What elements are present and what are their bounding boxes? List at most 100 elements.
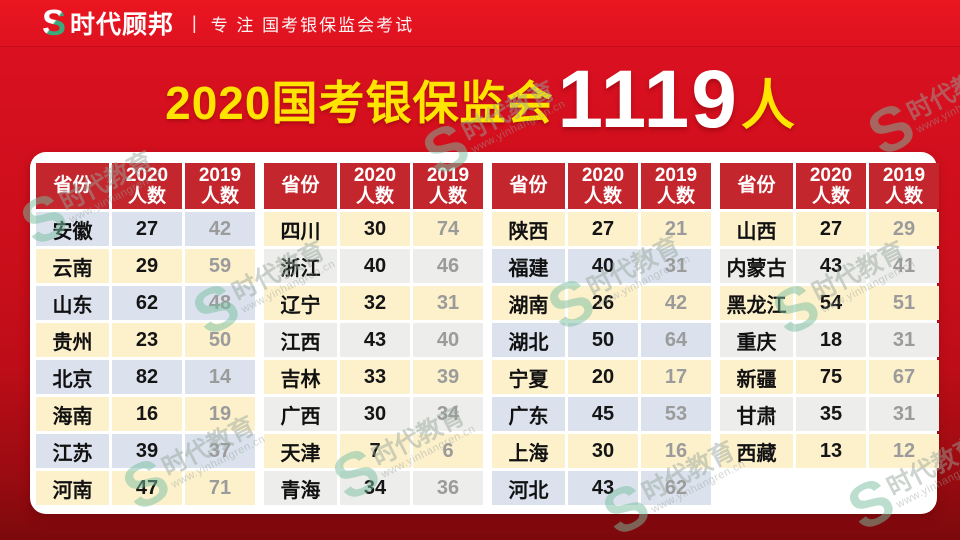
cell-province: 广西 <box>264 397 337 431</box>
header-province: 省份 <box>720 163 793 209</box>
brand-tagline: 专 注 国考银保监会考试 <box>210 15 415 35</box>
cell-province: 重庆 <box>720 323 793 357</box>
cell-2020-count: 62 <box>109 286 182 320</box>
cell-province: 北京 <box>36 360 109 394</box>
cell-2019-count: 40 <box>410 323 483 357</box>
table-header-row: 省份 2020 人数 2019 人数 <box>492 163 711 209</box>
cell-2019-count: 31 <box>638 249 711 283</box>
cell-2020-count: 27 <box>109 212 182 246</box>
cell-province: 山东 <box>36 286 109 320</box>
cell-2020-count: 20 <box>565 360 638 394</box>
header-2019: 2019 人数 <box>410 163 483 209</box>
cell-2020-count: 29 <box>109 249 182 283</box>
table-row: 宁夏 20 17 <box>492 360 711 394</box>
cell-2019-count: 16 <box>638 434 711 468</box>
cell-2020-count: 35 <box>793 397 866 431</box>
cell-2019-count: 53 <box>638 397 711 431</box>
table-row: 辽宁 32 31 <box>264 286 483 320</box>
cell-2019-count: 62 <box>638 471 711 505</box>
cell-2019-count: 71 <box>182 471 255 505</box>
table-row: 江苏 39 37 <box>36 434 255 468</box>
table-row: 广西 30 34 <box>264 397 483 431</box>
cell-2019-count: 14 <box>182 360 255 394</box>
cell-2020-count: 43 <box>337 323 410 357</box>
cell-province: 青海 <box>264 471 337 505</box>
cell-2020-count: 45 <box>565 397 638 431</box>
cell-province: 新疆 <box>720 360 793 394</box>
table-row: 重庆 18 31 <box>720 323 939 357</box>
header-2020: 2020 人数 <box>565 163 638 209</box>
header-2019: 2019 人数 <box>866 163 939 209</box>
cell-2019-count: 31 <box>410 286 483 320</box>
cell-province: 江西 <box>264 323 337 357</box>
cell-province: 西藏 <box>720 434 793 468</box>
cell-province: 广东 <box>492 397 565 431</box>
table-row: 湖南 26 42 <box>492 286 711 320</box>
cell-2019-count: 12 <box>866 434 939 468</box>
cell-2019-count: 29 <box>866 212 939 246</box>
cell-2020-count: 16 <box>109 397 182 431</box>
cell-2020-count: 23 <box>109 323 182 357</box>
cell-2019-count: 17 <box>638 360 711 394</box>
brand-bar: S 时代顾邦 | 专 注 国考银保监会考试 <box>0 0 960 47</box>
title-unit: 人 <box>740 75 795 136</box>
table-row: 黑龙江 54 51 <box>720 286 939 320</box>
cell-province: 上海 <box>492 434 565 468</box>
cell-province: 甘肃 <box>720 397 793 431</box>
cell-2020-count: 18 <box>793 323 866 357</box>
cell-2019-count: 67 <box>866 360 939 394</box>
table-row: 河南 47 71 <box>36 471 255 505</box>
cell-province: 河南 <box>36 471 109 505</box>
table-header-row: 省份 2020 人数 2019 人数 <box>720 163 939 209</box>
table-row: 上海 30 16 <box>492 434 711 468</box>
cell-2020-count: 75 <box>793 360 866 394</box>
table-row: 山西 27 29 <box>720 212 939 246</box>
cell-2019-count: 19 <box>182 397 255 431</box>
table-header-row: 省份 2020 人数 2019 人数 <box>264 163 483 209</box>
cell-2020-count: 13 <box>793 434 866 468</box>
table-row: 山东 62 48 <box>36 286 255 320</box>
cell-2020-count: 43 <box>793 249 866 283</box>
cell-2019-count: 64 <box>638 323 711 357</box>
cell-province: 黑龙江 <box>720 286 793 320</box>
cell-province: 辽宁 <box>264 286 337 320</box>
cell-province: 四川 <box>264 212 337 246</box>
cell-2020-count: 50 <box>565 323 638 357</box>
table-row: 湖北 50 64 <box>492 323 711 357</box>
province-table-2: 省份 2020 人数 2019 人数 四川 30 74 浙江 40 46 辽宁 32 31 江西 4… <box>264 160 483 508</box>
cell-province: 云南 <box>36 249 109 283</box>
cell-province: 湖南 <box>492 286 565 320</box>
cell-province: 江苏 <box>36 434 109 468</box>
cell-province: 陕西 <box>492 212 565 246</box>
cell-2020-count: 40 <box>337 249 410 283</box>
table-row: 四川 30 74 <box>264 212 483 246</box>
cell-province: 浙江 <box>264 249 337 283</box>
table-row: 甘肃 35 31 <box>720 397 939 431</box>
title-count: 1119 <box>557 54 739 145</box>
cell-2020-count: 82 <box>109 360 182 394</box>
cell-2020-count: 32 <box>337 286 410 320</box>
cell-province: 河北 <box>492 471 565 505</box>
table-row: 新疆 75 67 <box>720 360 939 394</box>
cell-2019-count: 50 <box>182 323 255 357</box>
cell-2019-count: 41 <box>866 249 939 283</box>
table-header-row: 省份 2020 人数 2019 人数 <box>36 163 255 209</box>
brand-divider: | <box>192 12 197 33</box>
province-table-4: 省份 2020 人数 2019 人数 山西 27 29 内蒙古 43 41 黑龙江 54 51 重… <box>720 160 939 471</box>
cell-2020-count: 54 <box>793 286 866 320</box>
cell-2019-count: 39 <box>410 360 483 394</box>
cell-2019-count: 42 <box>182 212 255 246</box>
cell-province: 湖北 <box>492 323 565 357</box>
header-2020: 2020 人数 <box>793 163 866 209</box>
table-row: 浙江 40 46 <box>264 249 483 283</box>
province-table-1: 省份 2020 人数 2019 人数 安徽 27 42 云南 29 59 山东 62 48 贵州 2… <box>36 160 255 508</box>
cell-2019-count: 31 <box>866 323 939 357</box>
cell-2019-count: 21 <box>638 212 711 246</box>
brand-name: 时代顾邦 <box>70 11 175 39</box>
cell-2020-count: 43 <box>565 471 638 505</box>
cell-province: 安徽 <box>36 212 109 246</box>
cell-2020-count: 30 <box>337 212 410 246</box>
cell-2019-count: 42 <box>638 286 711 320</box>
cell-2019-count: 31 <box>866 397 939 431</box>
